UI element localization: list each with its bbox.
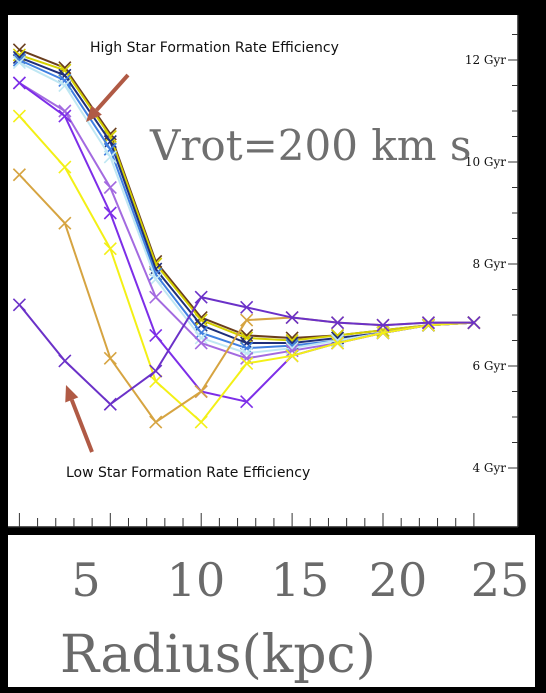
data-point-marker bbox=[149, 415, 163, 429]
data-point-marker bbox=[12, 298, 26, 312]
data-point-marker bbox=[467, 316, 481, 330]
plot-area bbox=[8, 15, 518, 527]
data-point-marker bbox=[12, 109, 26, 123]
x-tick-label: 5 bbox=[71, 553, 100, 607]
x-tick-label: 10 bbox=[167, 553, 226, 607]
data-point-marker bbox=[58, 160, 72, 174]
data-point-marker bbox=[421, 316, 436, 330]
data-point-marker bbox=[330, 336, 345, 350]
y-tick-label: 10 Gyr bbox=[465, 155, 506, 169]
high-sfr-annotation: High Star Formation Rate Efficiency bbox=[90, 40, 339, 56]
data-point-marker bbox=[285, 310, 299, 325]
vrot-annotation: Vrot=200 km s bbox=[149, 121, 471, 170]
data-point-marker bbox=[194, 415, 208, 429]
data-point-marker bbox=[58, 354, 72, 368]
axis-label-panel bbox=[8, 535, 543, 687]
low-sfr-arrow-head bbox=[65, 385, 79, 403]
data-point-marker bbox=[149, 364, 163, 378]
data-point-marker bbox=[194, 331, 208, 345]
data-point-marker bbox=[285, 349, 299, 363]
data-point-marker bbox=[103, 129, 117, 144]
data-point-marker bbox=[58, 216, 72, 230]
data-point-marker bbox=[421, 318, 436, 332]
data-point-marker bbox=[376, 318, 390, 332]
data-point-marker bbox=[240, 300, 254, 314]
data-point-marker bbox=[12, 168, 26, 182]
high-sfr-arrow-head bbox=[86, 105, 102, 122]
data-point-marker bbox=[330, 316, 345, 330]
data-point-marker bbox=[149, 374, 163, 388]
data-point-marker bbox=[194, 326, 208, 340]
data-point-marker bbox=[58, 109, 72, 123]
data-point-marker bbox=[103, 150, 117, 164]
data-point-marker bbox=[240, 395, 254, 409]
data-point-marker bbox=[103, 180, 117, 195]
data-point-marker bbox=[58, 104, 72, 118]
data-point-marker bbox=[103, 242, 117, 256]
series-group bbox=[12, 43, 481, 429]
data-point-marker bbox=[194, 290, 208, 304]
data-point-marker bbox=[58, 78, 72, 93]
x-tick-label: 20 bbox=[369, 553, 428, 607]
data-point-marker bbox=[194, 336, 208, 350]
data-point-marker bbox=[12, 55, 26, 70]
low-sfr-arrow bbox=[69, 399, 94, 453]
y-tick-label: 6 Gyr bbox=[472, 359, 506, 373]
high-sfr-arrow bbox=[95, 73, 130, 112]
y-tick-label: 12 Gyr bbox=[465, 53, 506, 67]
data-point-marker bbox=[240, 313, 254, 327]
data-point-marker bbox=[12, 76, 26, 90]
y-tick-label: 8 Gyr bbox=[472, 257, 506, 271]
data-point-marker bbox=[149, 290, 163, 304]
data-point-marker bbox=[103, 206, 117, 220]
data-point-marker bbox=[149, 272, 163, 286]
data-point-marker bbox=[240, 356, 254, 371]
x-axis-title: Radius(kpc) bbox=[60, 625, 376, 685]
data-point-marker bbox=[103, 351, 117, 365]
right-border bbox=[535, 0, 546, 693]
data-point-marker bbox=[103, 397, 117, 411]
data-point-marker bbox=[149, 328, 163, 342]
x-tick-label: 15 bbox=[271, 553, 330, 607]
data-point-marker bbox=[194, 313, 208, 327]
data-point-marker bbox=[194, 384, 208, 399]
low-sfr-annotation: Low Star Formation Rate Efficiency bbox=[66, 465, 310, 481]
y-tick-label: 4 Gyr bbox=[472, 461, 506, 475]
x-tick-label: 25 bbox=[471, 553, 530, 607]
